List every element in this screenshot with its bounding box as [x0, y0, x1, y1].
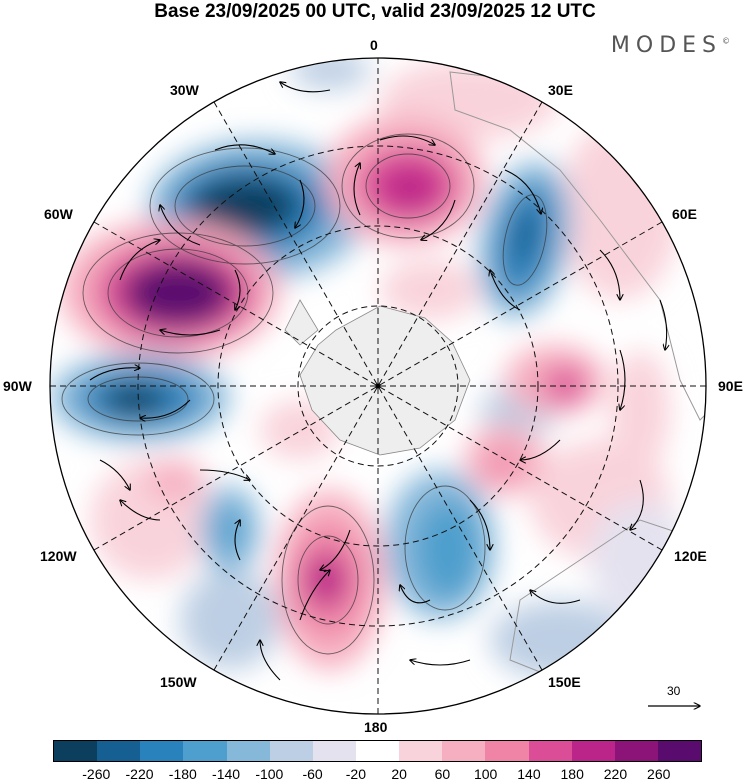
colorbar-swatch [97, 741, 141, 761]
colorbar-swatch [485, 741, 529, 761]
colorbar-tick-label: -220 [125, 766, 154, 782]
lon-label-60w: 60W [44, 206, 73, 222]
colorbar-swatch [442, 741, 486, 761]
colorbar-tick-label: -180 [168, 766, 197, 782]
south-pole-marker [375, 383, 381, 389]
lon-label-30w: 30W [170, 82, 199, 98]
lon-label-60e: 60E [672, 206, 697, 222]
wind-vectors [89, 82, 667, 681]
lon-label-120e: 120E [674, 548, 707, 564]
graticule [50, 58, 706, 714]
lon-label-0: 0 [370, 37, 378, 53]
map-border [49, 57, 707, 715]
lon-label-90w: 90W [3, 378, 32, 394]
colorbar-swatch [269, 741, 313, 761]
lon-label-150w: 150W [160, 674, 197, 690]
colorbar-tick-label: 260 [647, 766, 671, 782]
colorbar [53, 740, 702, 762]
copyright-mark: © [722, 36, 730, 46]
colorbar-swatch [657, 741, 702, 761]
colorbar-tick-label: -60 [302, 766, 323, 782]
map-title: Base 23/09/2025 00 UTC, valid 23/09/2025… [154, 1, 596, 22]
colorbar-swatch [183, 741, 227, 761]
colorbar-tick-label: 20 [391, 766, 407, 782]
lon-label-120w: 120W [40, 548, 77, 564]
colorbar-tick-label: 100 [473, 766, 498, 782]
colorbar-tick-label: -20 [345, 766, 366, 782]
colorbar-swatch [226, 741, 270, 761]
colorbar-tick-label: 220 [603, 766, 628, 782]
lon-label-180: 180 [364, 719, 388, 735]
colorbar-tick-label: 180 [560, 766, 584, 782]
colorbar-tick-label: -260 [82, 766, 111, 782]
lon-label-150e: 150E [548, 674, 581, 690]
colorbar-swatch [312, 741, 356, 761]
antarctica-landmass [299, 305, 471, 456]
colorbar-swatch [614, 741, 658, 761]
colorbar-swatch [355, 741, 400, 761]
colorbar-swatch [140, 741, 184, 761]
colorbar-swatch [528, 741, 572, 761]
colorbar-tick-label: -100 [255, 766, 284, 782]
colorbar-swatch [399, 741, 443, 761]
reference-vector-value: 30 [667, 684, 681, 698]
modes-logo: MODES© [610, 33, 730, 58]
lon-label-90e: 90E [718, 378, 743, 394]
colorbar-tick-label: -140 [212, 766, 241, 782]
colorbar-tick-label: 60 [434, 766, 451, 782]
colorbar-swatch [571, 741, 615, 761]
colorbar-swatch [54, 741, 98, 761]
lon-label-30e: 30E [548, 82, 573, 98]
colorbar-tick-label: 140 [517, 766, 541, 782]
anomaly-field [50, 58, 706, 714]
